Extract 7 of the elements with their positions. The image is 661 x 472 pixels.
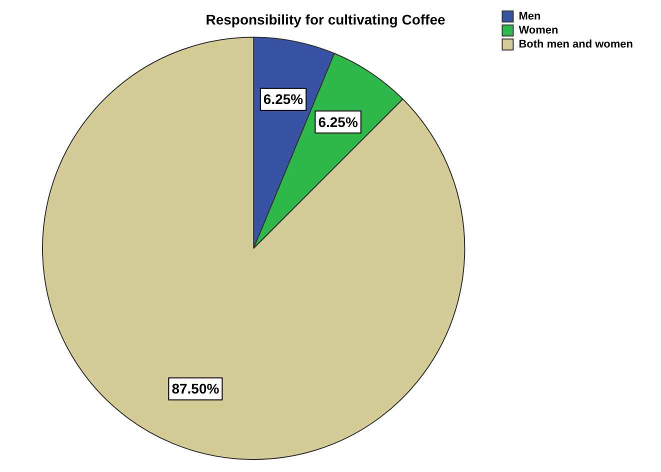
legend-label: Both men and women xyxy=(518,38,634,51)
legend-label: Women xyxy=(518,24,559,37)
data-label: 6.25% xyxy=(318,114,358,130)
chart-title: Responsibility for cultivating Coffee xyxy=(206,11,446,28)
legend-label: Men xyxy=(518,10,541,23)
data-label: 87.50% xyxy=(172,380,220,397)
data-label: 6.25% xyxy=(263,91,304,108)
